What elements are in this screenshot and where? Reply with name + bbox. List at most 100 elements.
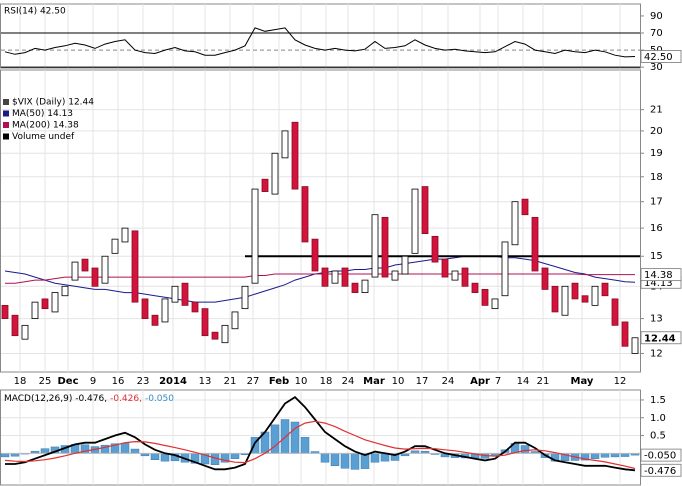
candle — [211, 331, 219, 340]
x-tick-label: Dec — [57, 376, 78, 387]
candle — [371, 214, 379, 278]
histogram-bar — [280, 419, 290, 454]
x-tick-label: Feb — [269, 376, 289, 387]
x-tick-label: 23 — [137, 376, 150, 387]
candle — [311, 238, 319, 272]
candle — [41, 298, 49, 310]
histogram-bar — [610, 453, 620, 458]
panel-title: RSI(14) 42.50 — [4, 7, 66, 17]
candle — [171, 285, 179, 303]
candle — [241, 285, 249, 310]
histogram-bar — [130, 448, 140, 454]
x-tick-label: 24 — [442, 376, 455, 387]
macd-line — [5, 395, 636, 472]
y-tick-label: 21 — [650, 105, 663, 116]
rsi-line — [4, 27, 636, 58]
panel-frame — [0, 389, 641, 486]
legend-swatch — [3, 133, 9, 140]
candle — [431, 235, 439, 263]
candle — [451, 270, 459, 281]
y-tick-label: 0.5 — [650, 431, 666, 442]
candle — [141, 298, 149, 319]
x-tick-label: Apr — [470, 376, 490, 387]
x-tick-label: 21 — [537, 376, 550, 387]
x-tick-label: 25 — [39, 376, 52, 387]
x-tick-label: 21 — [224, 376, 237, 387]
x-tick-label: 24 — [342, 376, 355, 387]
value-tag-box — [640, 448, 682, 462]
histogram-bar — [40, 448, 50, 454]
legend-entry: $VIX (Daily) 12.44 — [12, 98, 94, 108]
candle — [331, 270, 339, 284]
panel-title: MACD(12,26,9) -0.476, -0.426, -0.050 — [4, 394, 174, 404]
candle — [531, 216, 539, 272]
x-tick-label: 2014 — [159, 376, 187, 387]
histogram-bar — [320, 453, 330, 463]
panel-frame — [0, 3, 641, 69]
value-tag: 14.38 — [644, 270, 673, 281]
x-tick-label: 13 — [199, 376, 212, 387]
candle — [501, 241, 509, 297]
candle — [161, 298, 169, 323]
x-tick-label: 7 — [495, 376, 501, 387]
candle — [1, 304, 9, 319]
value-tag: 14.13 — [644, 278, 673, 289]
legend-swatch — [3, 122, 9, 128]
candle — [591, 285, 599, 306]
candle — [631, 337, 639, 354]
candle — [71, 261, 79, 281]
title-part: -0.426, — [110, 394, 142, 404]
candle — [221, 324, 229, 344]
candle — [271, 152, 279, 195]
y-tick-label: 17 — [650, 197, 663, 208]
x-tick-label: 14 — [517, 376, 530, 387]
candle — [131, 230, 139, 303]
candle — [101, 255, 109, 284]
x-tick-label: 12 — [614, 376, 627, 387]
histogram-bar — [350, 453, 360, 470]
candle — [621, 321, 629, 347]
y-tick-label: 20 — [650, 126, 663, 137]
candle — [581, 295, 589, 303]
histogram-bar — [370, 453, 380, 463]
candle — [601, 282, 609, 297]
x-tick-label: May — [571, 376, 594, 387]
histogram-bar — [0, 453, 10, 458]
candle — [121, 227, 129, 243]
panel-frame — [0, 69, 641, 373]
candle — [421, 186, 429, 234]
x-tick-label: 9 — [90, 376, 96, 387]
candle — [411, 188, 419, 254]
histogram-bar — [230, 453, 240, 459]
legend-swatch — [3, 110, 9, 117]
candle — [391, 270, 399, 281]
candle — [481, 289, 489, 306]
y-tick-label: 19 — [650, 148, 663, 159]
candle — [471, 282, 479, 293]
candle — [571, 282, 579, 300]
candle — [81, 258, 89, 272]
candle — [301, 186, 309, 243]
x-tick-label: 10 — [295, 376, 308, 387]
value-tag: -0.476 — [644, 466, 676, 477]
value-tag: 42.50 — [644, 52, 673, 63]
histogram-bar — [600, 453, 610, 458]
candle — [611, 298, 619, 326]
y-tick-label: 1.0 — [650, 413, 666, 424]
macd-line — [4, 420, 636, 470]
moving-average-line — [4, 255, 636, 303]
candle — [11, 314, 19, 337]
candle — [351, 282, 359, 293]
legend-swatch — [3, 99, 9, 105]
candle — [181, 282, 189, 306]
y-tick-label: 30 — [650, 62, 663, 73]
value-tag-box — [640, 50, 682, 63]
histogram-bar — [340, 453, 350, 469]
candle — [261, 178, 269, 192]
x-tick-label: 17 — [416, 376, 429, 387]
candle — [361, 279, 369, 293]
moving-average-line — [5, 273, 635, 284]
candle — [231, 311, 239, 330]
candle — [21, 324, 29, 340]
